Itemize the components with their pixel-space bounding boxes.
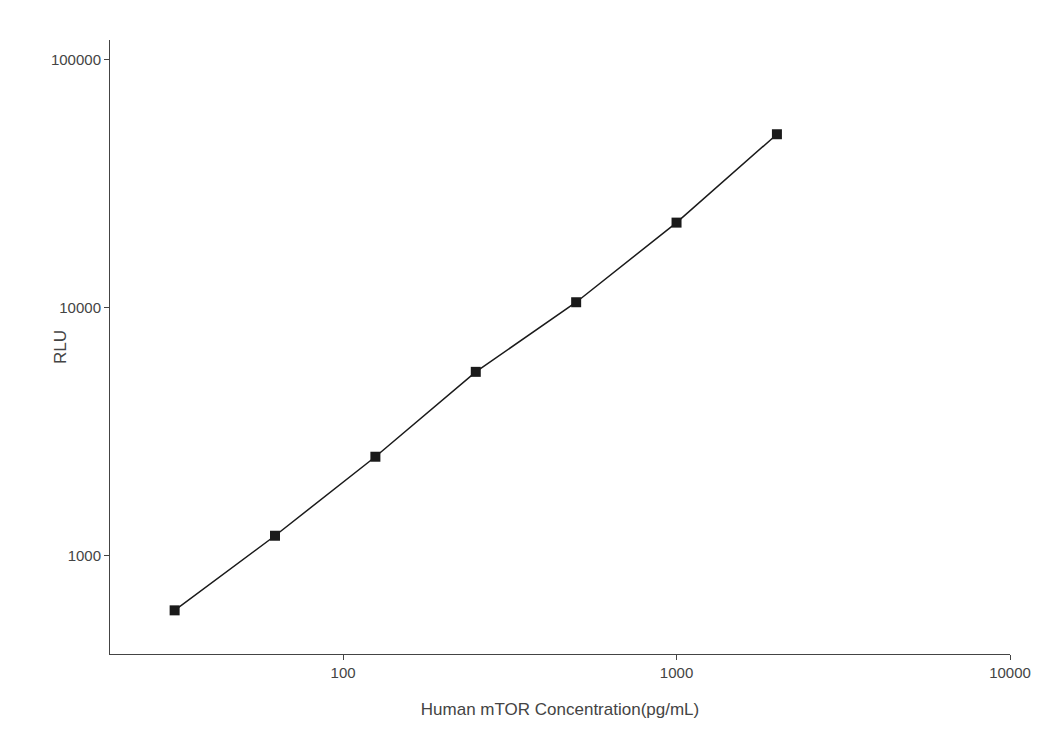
svg-text:Human mTOR Concentration(pg/mL: Human mTOR Concentration(pg/mL)	[421, 700, 699, 719]
svg-text:100: 100	[331, 664, 356, 681]
svg-text:1000: 1000	[660, 664, 693, 681]
svg-text:10000: 10000	[59, 299, 101, 316]
svg-text:RLU: RLU	[51, 330, 70, 364]
svg-text:10000: 10000	[989, 664, 1031, 681]
svg-text:100000: 100000	[51, 51, 101, 68]
svg-text:1000: 1000	[68, 547, 101, 564]
